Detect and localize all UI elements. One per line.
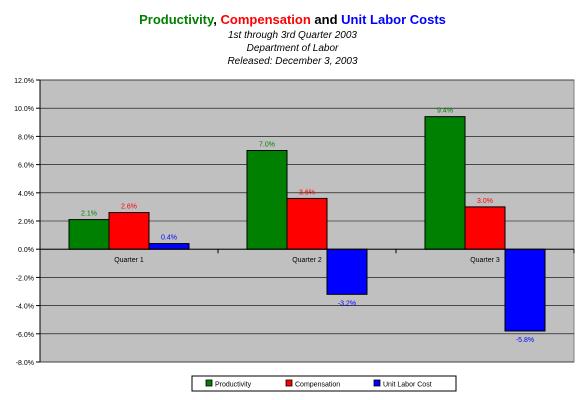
title-unit-labor-costs: Unit Labor Costs: [341, 12, 446, 27]
subtitle-source: Department of Labor: [246, 43, 339, 54]
bar-productivity: [246, 150, 288, 250]
category-label: Quarter 3: [470, 257, 500, 264]
chart-title: Productivity, Compensation and Unit Labo…: [0, 12, 585, 27]
bar-compensation: [286, 197, 328, 250]
legend: [191, 375, 457, 392]
bar-compensation: [464, 206, 506, 250]
subtitle-period: 1st through 3rd Quarter 2003: [228, 30, 357, 41]
data-label: -5.8%: [516, 337, 534, 344]
chart-subtitles: 1st through 3rd Quarter 2003 Department …: [0, 29, 585, 68]
y-tick-label: 10.0%: [14, 106, 34, 113]
data-label: -3.2%: [338, 300, 356, 307]
title-and: and: [310, 12, 342, 27]
legend-label: Productivity: [215, 382, 252, 389]
y-tick-label: -6.0%: [16, 332, 34, 339]
y-tick-label: -2.0%: [16, 275, 34, 282]
bar-unit-labor-cost: [326, 248, 368, 295]
category-label: Quarter 1: [114, 257, 144, 264]
y-tick-label: 12.0%: [14, 78, 34, 85]
category-label: Quarter 2: [292, 257, 322, 264]
title-productivity: Productivity: [139, 12, 214, 27]
legend-swatch-productivity: [205, 379, 213, 387]
title-separator: ,: [213, 12, 221, 27]
y-tick-label: 2.0%: [18, 219, 34, 226]
legend-swatch-compensation: [285, 379, 293, 387]
legend-swatch-unit-labor-cost: [373, 379, 381, 387]
data-label: 3.6%: [299, 189, 315, 196]
data-label: 9.4%: [437, 108, 453, 115]
data-label: 2.1%: [81, 211, 97, 218]
data-label: 7.0%: [259, 142, 275, 149]
title-compensation: Compensation: [220, 12, 311, 27]
data-label: 2.6%: [121, 204, 137, 211]
y-tick-label: -4.0%: [16, 304, 34, 311]
bar-productivity: [68, 219, 110, 250]
y-tick-label: 6.0%: [18, 163, 34, 170]
y-tick-label: 4.0%: [18, 191, 34, 198]
data-label: 3.0%: [477, 198, 493, 205]
y-tick-label: 0.0%: [18, 247, 34, 254]
bar-unit-labor-cost: [504, 248, 546, 332]
bar-compensation: [108, 212, 150, 250]
bar-productivity: [424, 116, 466, 250]
data-label: 0.4%: [161, 235, 177, 242]
legend-label: Compensation: [295, 382, 340, 389]
legend-label: Unit Labor Cost: [383, 382, 432, 389]
bar-unit-labor-cost: [148, 243, 190, 250]
y-tick-label: 8.0%: [18, 134, 34, 141]
subtitle-release: Released: December 3, 2003: [227, 56, 358, 67]
y-tick-label: -8.0%: [16, 360, 34, 367]
